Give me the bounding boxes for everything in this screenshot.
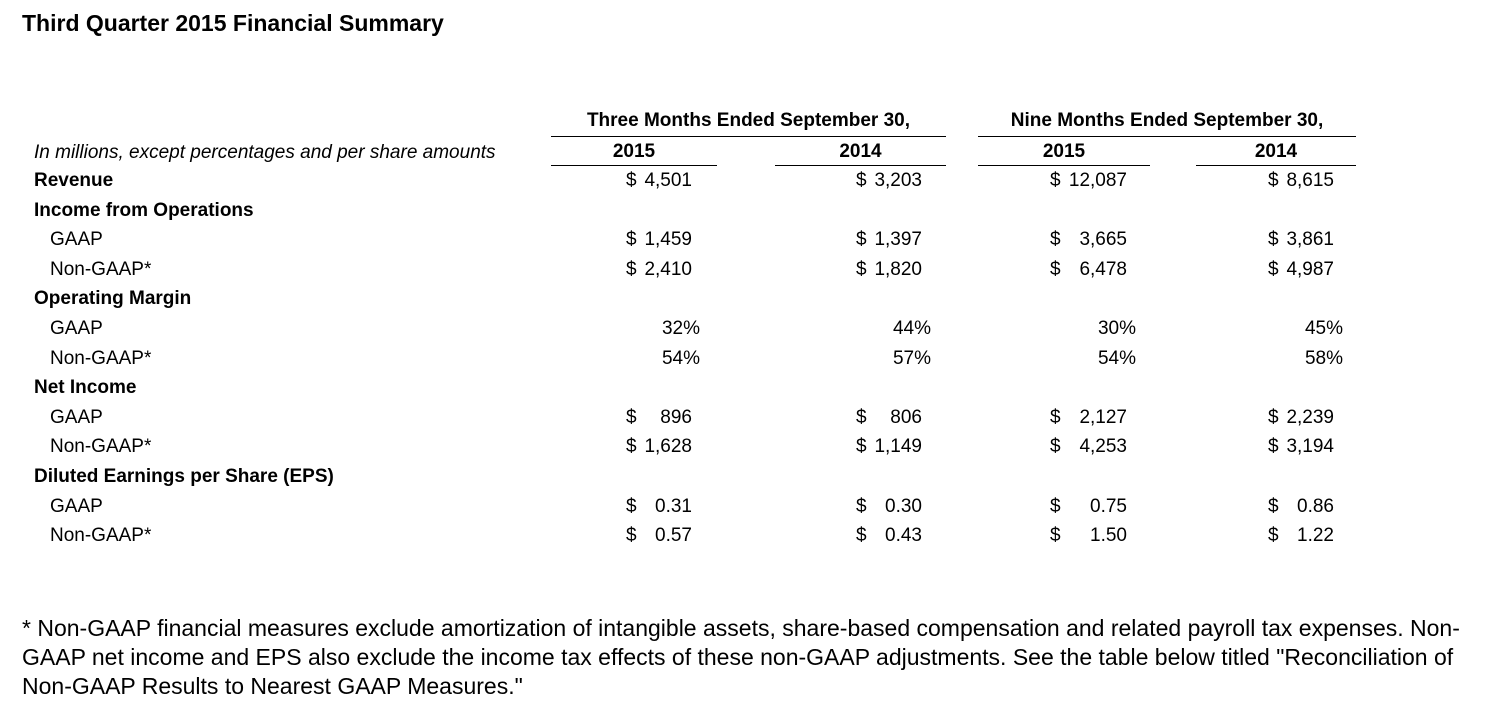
table-row: Non-GAAP* 54% 57% 54% 58%	[0, 348, 1489, 378]
currency-symbol: $	[1050, 407, 1061, 428]
currency-symbol: $	[856, 436, 867, 457]
currency-symbol: $	[626, 496, 637, 517]
year-header-three-months-2015: 2015	[551, 141, 717, 166]
row-label: Non-GAAP*	[50, 525, 152, 546]
cell-value-three-months-2014: 0.43	[885, 525, 922, 546]
cell-value-nine-months-2014: 1.22	[1297, 525, 1334, 546]
header-nine-months: Nine Months Ended September 30,	[978, 110, 1356, 137]
currency-symbol: $	[856, 496, 867, 517]
currency-symbol: $	[856, 170, 867, 191]
cell-value-nine-months-2015: 1.50	[1090, 525, 1127, 546]
header-three-months: Three Months Ended September 30,	[551, 110, 946, 137]
cell-value-nine-months-2015: 3,665	[1079, 229, 1127, 250]
year-header-three-months-2014: 2014	[775, 141, 946, 166]
row-label: Non-GAAP*	[50, 436, 152, 457]
cell-value-three-months-2014: 57%	[892, 348, 931, 369]
currency-symbol: $	[626, 407, 637, 428]
currency-symbol: $	[856, 259, 867, 280]
table-row: Non-GAAP* $1,628 $1,149 $4,253 $3,194	[0, 436, 1489, 466]
cell-value-nine-months-2014: 0.86	[1297, 496, 1334, 517]
currency-symbol: $	[1268, 259, 1279, 280]
section-label: Income from Operations	[34, 200, 254, 221]
table-row: Net Income	[0, 377, 1489, 407]
table-row: Non-GAAP* $0.57 $0.43 $1.50 $1.22	[0, 525, 1489, 555]
cell-value-nine-months-2014: 3,194	[1286, 436, 1334, 457]
currency-symbol: $	[856, 407, 867, 428]
table-row: Operating Margin	[0, 288, 1489, 318]
cell-value-nine-months-2014: 3,861	[1286, 229, 1334, 250]
cell-value-three-months-2014: 3,203	[874, 170, 922, 191]
year-header-nine-months-2015: 2015	[978, 141, 1150, 166]
table-row: Non-GAAP* $2,410 $1,820 $6,478 $4,987	[0, 259, 1489, 289]
footnote: * Non-GAAP financial measures exclude am…	[22, 615, 1460, 699]
cell-value-three-months-2014: 44%	[892, 318, 931, 339]
cell-value-nine-months-2015: 6,478	[1079, 259, 1127, 280]
currency-symbol: $	[626, 259, 637, 280]
currency-symbol: $	[1050, 259, 1061, 280]
unit-note: In millions, except percentages and per …	[34, 142, 496, 163]
currency-symbol: $	[1050, 496, 1061, 517]
cell-value-nine-months-2014: 4,987	[1286, 259, 1334, 280]
currency-symbol: $	[1268, 170, 1279, 191]
currency-symbol: $	[1050, 170, 1061, 191]
currency-symbol: $	[1268, 229, 1279, 250]
cell-value-nine-months-2015: 30%	[1097, 318, 1136, 339]
year-header-nine-months-2014: 2014	[1196, 141, 1356, 166]
table-row: GAAP 32% 44% 30% 45%	[0, 318, 1489, 348]
table-row: GAAP $0.31 $0.30 $0.75 $0.86	[0, 496, 1489, 526]
currency-symbol: $	[856, 229, 867, 250]
row-label: GAAP	[50, 407, 103, 428]
table-row: GAAP $1,459 $1,397 $3,665 $3,861	[0, 229, 1489, 259]
row-label: GAAP	[50, 318, 103, 339]
currency-symbol: $	[626, 525, 637, 546]
table-row: Income from Operations	[0, 200, 1489, 230]
section-label: Revenue	[34, 170, 114, 191]
currency-symbol: $	[1268, 496, 1279, 517]
page-title: Third Quarter 2015 Financial Summary	[22, 10, 444, 36]
cell-value-three-months-2015: 0.31	[655, 496, 692, 517]
cell-value-three-months-2014: 1,397	[874, 229, 922, 250]
section-label: Net Income	[34, 377, 137, 398]
table-row: Diluted Earnings per Share (EPS)	[0, 466, 1489, 496]
cell-value-three-months-2015: 54%	[661, 348, 700, 369]
row-label: Non-GAAP*	[50, 348, 152, 369]
cell-value-three-months-2015: 0.57	[655, 525, 692, 546]
row-label: Non-GAAP*	[50, 259, 152, 280]
cell-value-nine-months-2014: 58%	[1304, 348, 1343, 369]
cell-value-nine-months-2014: 2,239	[1286, 407, 1334, 428]
currency-symbol: $	[1268, 436, 1279, 457]
currency-symbol: $	[626, 436, 637, 457]
section-label: Operating Margin	[34, 288, 192, 309]
cell-value-three-months-2014: 1,149	[874, 436, 922, 457]
currency-symbol: $	[1268, 407, 1279, 428]
cell-value-three-months-2015: 896	[660, 407, 692, 428]
currency-symbol: $	[1050, 229, 1061, 250]
row-label: GAAP	[50, 229, 103, 250]
cell-value-nine-months-2015: 12,087	[1068, 170, 1127, 191]
cell-value-nine-months-2015: 0.75	[1090, 496, 1127, 517]
cell-value-three-months-2015: 1,459	[644, 229, 692, 250]
row-label: GAAP	[50, 496, 103, 517]
cell-value-nine-months-2014: 8,615	[1286, 170, 1334, 191]
cell-value-three-months-2014: 1,820	[874, 259, 922, 280]
cell-value-three-months-2014: 806	[890, 407, 922, 428]
table-row: Revenue $4,501 $3,203 $12,087 $8,615	[0, 170, 1489, 200]
cell-value-three-months-2015: 32%	[661, 318, 700, 339]
currency-symbol: $	[626, 170, 637, 191]
currency-symbol: $	[856, 525, 867, 546]
cell-value-three-months-2015: 1,628	[644, 436, 692, 457]
currency-symbol: $	[1050, 436, 1061, 457]
section-label: Diluted Earnings per Share (EPS)	[34, 466, 334, 487]
cell-value-nine-months-2015: 4,253	[1079, 436, 1127, 457]
cell-value-nine-months-2014: 45%	[1304, 318, 1343, 339]
cell-value-three-months-2015: 2,410	[644, 259, 692, 280]
cell-value-three-months-2015: 4,501	[644, 170, 692, 191]
table-row: GAAP $896 $806 $2,127 $2,239	[0, 407, 1489, 437]
cell-value-three-months-2014: 0.30	[885, 496, 922, 517]
cell-value-nine-months-2015: 54%	[1097, 348, 1136, 369]
currency-symbol: $	[626, 229, 637, 250]
currency-symbol: $	[1268, 525, 1279, 546]
currency-symbol: $	[1050, 525, 1061, 546]
cell-value-nine-months-2015: 2,127	[1079, 407, 1127, 428]
